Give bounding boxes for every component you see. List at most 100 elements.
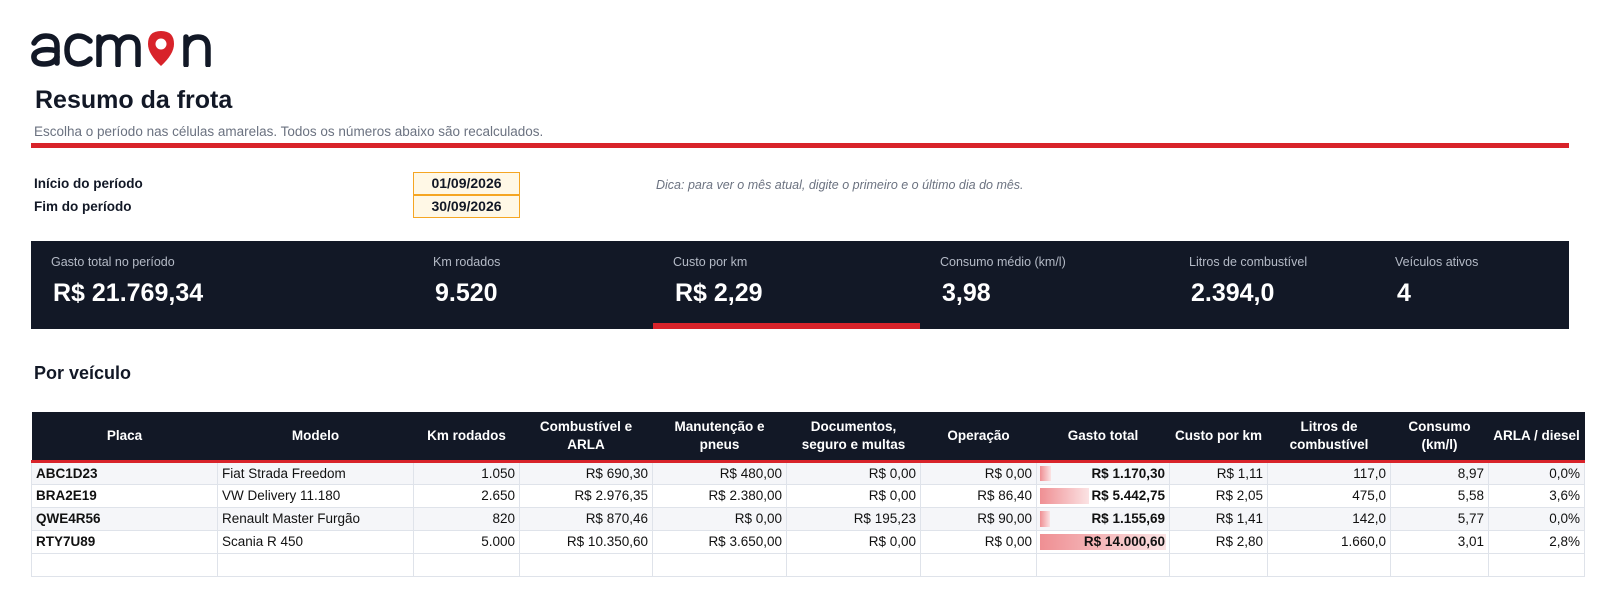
period-hint: Dica: para ver o mês atual, digite o pri…: [656, 178, 1024, 192]
cell-total[interactable]: R$ 1.155,69: [1036, 506, 1170, 531]
empty-cell[interactable]: [786, 552, 921, 577]
cell-arla-ratio[interactable]: 2,8%: [1488, 529, 1585, 554]
column-header: Manutenção e pneus: [652, 412, 787, 463]
kpi-label: Veículos ativos: [1395, 255, 1479, 269]
total-data-bar: [1040, 487, 1089, 504]
cell-cost-per-km[interactable]: R$ 1,41: [1169, 506, 1268, 531]
cell-cost-per-km[interactable]: R$ 2,05: [1169, 483, 1268, 508]
cell-maintenance[interactable]: R$ 480,00: [652, 460, 787, 485]
cell-documents[interactable]: R$ 0,00: [786, 460, 921, 485]
cell-operation[interactable]: R$ 86,40: [920, 483, 1037, 508]
cell-total[interactable]: R$ 1.170,30: [1036, 460, 1170, 485]
cell-operation[interactable]: R$ 0,00: [920, 460, 1037, 485]
cell-consumption[interactable]: 3,01: [1390, 529, 1489, 554]
cell-total[interactable]: R$ 14.000,60: [1036, 529, 1170, 554]
cell-operation[interactable]: R$ 0,00: [920, 529, 1037, 554]
cell-km[interactable]: 820: [413, 506, 520, 531]
column-header: Consumo (km/l): [1390, 412, 1489, 463]
cell-consumption[interactable]: 8,97: [1390, 460, 1489, 485]
kpi-value: R$ 21.769,34: [53, 279, 204, 307]
kpi-value: R$ 2,29: [675, 279, 763, 307]
cell-arla-ratio[interactable]: 3,6%: [1488, 483, 1585, 508]
column-header: Combustível e ARLA: [519, 412, 653, 463]
kpi-value: 2.394,0: [1191, 279, 1275, 307]
empty-cell[interactable]: [920, 552, 1037, 577]
period-end-label: Fim do período: [34, 199, 132, 214]
cell-model[interactable]: Scania R 450: [217, 529, 414, 554]
cell-fuel[interactable]: R$ 2.976,35: [519, 483, 653, 508]
cell-consumption[interactable]: 5,58: [1390, 483, 1489, 508]
table-row[interactable]: BRA2E19 VW Delivery 11.180 2.650 R$ 2.97…: [31, 483, 1585, 508]
kpi-label: Litros de combustível: [1189, 255, 1308, 269]
empty-cell[interactable]: [519, 552, 653, 577]
empty-cell[interactable]: [1488, 552, 1585, 577]
table-row[interactable]: QWE4R56 Renault Master Furgão 820 R$ 870…: [31, 506, 1585, 531]
empty-cell[interactable]: [413, 552, 520, 577]
cell-documents[interactable]: R$ 0,00: [786, 529, 921, 554]
cell-liters[interactable]: 117,0: [1267, 460, 1391, 485]
column-header: Custo por km: [1169, 412, 1268, 463]
column-header: Documentos, seguro e multas: [786, 412, 921, 463]
cell-plate[interactable]: QWE4R56: [31, 506, 218, 531]
cell-liters[interactable]: 142,0: [1267, 506, 1391, 531]
cell-fuel[interactable]: R$ 870,46: [519, 506, 653, 531]
cell-plate[interactable]: ABC1D23: [31, 460, 218, 485]
acmon-logo: [30, 24, 220, 70]
cell-documents[interactable]: R$ 0,00: [786, 483, 921, 508]
cell-km[interactable]: 1.050: [413, 460, 520, 485]
cell-total-value: R$ 5.442,75: [1091, 488, 1165, 503]
period-start-input[interactable]: 01/09/2026: [413, 172, 520, 195]
cell-plate[interactable]: RTY7U89: [31, 529, 218, 554]
kpi-value: 9.520: [435, 279, 498, 307]
kpi-label: Custo por km: [673, 255, 748, 269]
cell-arla-ratio[interactable]: 0,0%: [1488, 506, 1585, 531]
cell-documents[interactable]: R$ 195,23: [786, 506, 921, 531]
cell-cost-per-km[interactable]: R$ 2,80: [1169, 529, 1268, 554]
cell-total-value: R$ 1.170,30: [1091, 465, 1165, 481]
cell-model[interactable]: Fiat Strada Freedom: [217, 460, 414, 485]
cell-maintenance[interactable]: R$ 2.380,00: [652, 483, 787, 508]
cell-liters[interactable]: 1.660,0: [1267, 529, 1391, 554]
column-header: Km rodados: [413, 412, 520, 463]
cell-liters[interactable]: 475,0: [1267, 483, 1391, 508]
kpi-value: 3,98: [942, 279, 991, 307]
cell-total[interactable]: R$ 5.442,75: [1036, 483, 1170, 508]
table-header-row: Placa Modelo Km rodados Combustível e AR…: [31, 412, 1585, 463]
cell-km[interactable]: 5.000: [413, 529, 520, 554]
cell-total-value: R$ 14.000,60: [1083, 534, 1165, 549]
table-row[interactable]: ABC1D23 Fiat Strada Freedom 1.050 R$ 690…: [31, 460, 1585, 485]
cell-maintenance[interactable]: R$ 0,00: [652, 506, 787, 531]
cell-arla-ratio[interactable]: 0,0%: [1488, 460, 1585, 485]
page-subtitle: Escolha o período nas células amarelas. …: [34, 124, 544, 139]
empty-cell[interactable]: [1036, 552, 1170, 577]
empty-cell[interactable]: [1267, 552, 1391, 577]
cell-total-value: R$ 1.155,69: [1091, 511, 1165, 526]
cell-fuel[interactable]: R$ 10.350,60: [519, 529, 653, 554]
empty-cell[interactable]: [1390, 552, 1489, 577]
cell-operation[interactable]: R$ 90,00: [920, 506, 1037, 531]
table-row-empty[interactable]: [31, 552, 1585, 577]
empty-cell[interactable]: [652, 552, 787, 577]
column-header: Litros de combustível: [1267, 412, 1391, 463]
cell-consumption[interactable]: 5,77: [1390, 506, 1489, 531]
empty-cell[interactable]: [217, 552, 414, 577]
column-header: Operação: [920, 412, 1037, 463]
column-header: Gasto total: [1036, 412, 1170, 463]
cell-model[interactable]: VW Delivery 11.180: [217, 483, 414, 508]
column-header: ARLA / diesel: [1488, 412, 1585, 463]
cell-fuel[interactable]: R$ 690,30: [519, 460, 653, 485]
kpi-label: Km rodados: [433, 255, 501, 269]
empty-cell[interactable]: [31, 552, 218, 577]
empty-cell[interactable]: [1169, 552, 1268, 577]
column-header: Placa: [31, 412, 218, 463]
cell-maintenance[interactable]: R$ 3.650,00: [652, 529, 787, 554]
cell-cost-per-km[interactable]: R$ 1,11: [1169, 460, 1268, 485]
cell-plate[interactable]: BRA2E19: [31, 483, 218, 508]
cell-km[interactable]: 2.650: [413, 483, 520, 508]
table-row[interactable]: RTY7U89 Scania R 450 5.000 R$ 10.350,60 …: [31, 529, 1585, 554]
total-data-bar: [1040, 465, 1051, 481]
cell-model[interactable]: Renault Master Furgão: [217, 506, 414, 531]
period-start-label: Início do período: [34, 176, 143, 191]
period-end-input[interactable]: 30/09/2026: [413, 195, 520, 218]
page-title: Resumo da frota: [35, 86, 233, 114]
